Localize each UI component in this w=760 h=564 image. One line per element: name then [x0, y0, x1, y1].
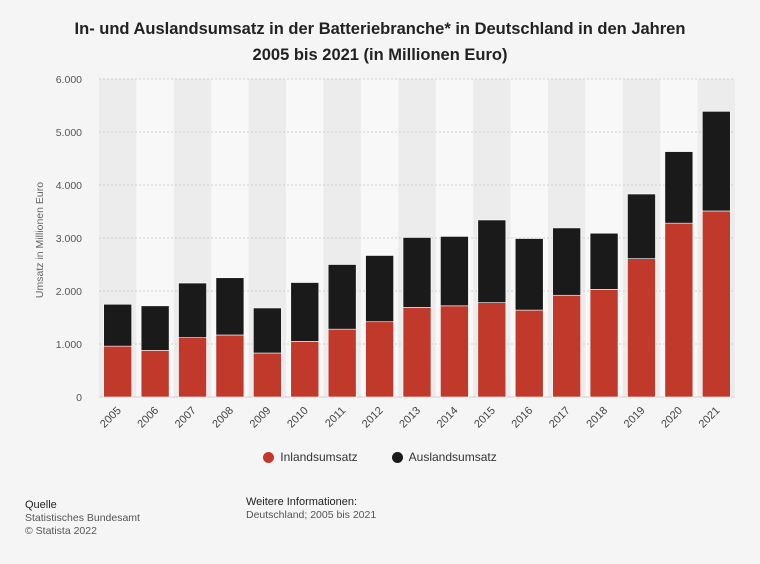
bar-ausland[interactable]	[664, 151, 694, 224]
bar-ausland[interactable]	[627, 193, 656, 259]
bar-inland[interactable]	[589, 289, 619, 398]
x-tick-label: 2013	[397, 405, 423, 431]
x-tick-label: 2006	[135, 405, 161, 431]
x-tick-label: 2007	[173, 405, 199, 431]
bar-inland[interactable]	[440, 305, 469, 398]
y-axis-label: Umsatz in Millionen Euro	[34, 182, 46, 298]
bar-ausland[interactable]	[514, 238, 544, 311]
x-tick-label: 2014	[435, 405, 461, 431]
x-tick-label: 2015	[472, 405, 498, 431]
bar-inland[interactable]	[365, 321, 394, 398]
bar-ausland[interactable]	[477, 219, 507, 303]
bar-inland[interactable]	[253, 352, 282, 398]
bar-ausland[interactable]	[552, 227, 581, 296]
bar-ausland[interactable]	[103, 303, 133, 347]
x-tick-label: 2008	[210, 405, 236, 431]
bar-inland[interactable]	[290, 341, 320, 398]
bar-ausland[interactable]	[253, 307, 282, 354]
x-tick-label: 2017	[547, 405, 573, 431]
bar-ausland[interactable]	[327, 264, 357, 330]
bar-inland[interactable]	[178, 337, 207, 398]
info-text: Deutschland; 2005 bis 2021	[246, 509, 377, 521]
bar-ausland[interactable]	[140, 305, 170, 351]
bar-inland[interactable]	[701, 210, 731, 398]
bar-ausland[interactable]	[440, 236, 469, 307]
bar-inland[interactable]	[477, 302, 507, 398]
bar-inland[interactable]	[514, 309, 544, 398]
y-tick-label: 5.000	[56, 127, 82, 139]
chart-title: In- und Auslandsumsatz in der Batteriebr…	[0, 16, 760, 68]
bar-inland[interactable]	[103, 345, 133, 398]
bar-inland[interactable]	[552, 294, 581, 398]
bar-inland[interactable]	[402, 307, 432, 398]
bar-ausland[interactable]	[402, 237, 432, 308]
legend-inland-marker	[263, 451, 275, 463]
x-tick-label: 2009	[248, 405, 274, 431]
x-tick-label: 2018	[584, 405, 610, 431]
bar-inland[interactable]	[140, 350, 170, 398]
source-block: Quelle Statistisches Bundesamt © Statist…	[25, 499, 140, 538]
bar-ausland[interactable]	[589, 232, 619, 290]
x-tick-label: 2016	[510, 405, 536, 431]
bar-inland[interactable]	[627, 258, 656, 398]
y-tick-label: 6.000	[56, 74, 82, 86]
x-tick-label: 2010	[285, 405, 311, 431]
legend-ausland-label: Auslandsumsatz	[408, 450, 497, 464]
bar-ausland[interactable]	[215, 277, 245, 336]
y-tick-label: 1.000	[56, 339, 82, 351]
x-tick-label: 2005	[98, 405, 124, 431]
legend-item-ausland[interactable]: Auslandsumsatz	[391, 450, 497, 464]
bar-inland[interactable]	[215, 334, 245, 398]
bar-ausland[interactable]	[701, 111, 731, 212]
copyright: © Statista 2022	[25, 525, 97, 537]
x-tick-label: 2011	[323, 405, 348, 430]
source-header: Quelle	[25, 499, 57, 511]
chart-title-line2: 2005 bis 2021 (in Millionen Euro)	[252, 46, 508, 64]
y-tick-label: 0	[76, 392, 82, 404]
legend-inland-label: Inlandsumsatz	[280, 450, 358, 464]
y-tick-label: 4.000	[56, 180, 82, 192]
x-tick-label: 2020	[659, 405, 685, 431]
legend-item-inland[interactable]: Inlandsumsatz	[263, 450, 358, 464]
info-block: Weitere Informationen: Deutschland; 2005…	[246, 496, 376, 522]
x-tick-label: 2021	[697, 405, 723, 431]
chart-title-line1: In- und Auslandsumsatz in der Batteriebr…	[74, 20, 686, 38]
info-header[interactable]: Weitere Informationen:	[246, 496, 358, 508]
source-name[interactable]: Statistisches Bundesamt	[25, 512, 140, 524]
bar-inland[interactable]	[664, 222, 694, 398]
legend: Inlandsumsatz Auslandsumsatz	[0, 450, 760, 464]
bar-ausland[interactable]	[365, 255, 394, 323]
y-tick-label: 3.000	[56, 233, 82, 245]
bar-ausland[interactable]	[178, 282, 207, 338]
legend-ausland-marker	[391, 451, 403, 463]
y-tick-label: 2.000	[56, 286, 82, 298]
x-tick-label: 2012	[360, 405, 386, 431]
bar-ausland[interactable]	[290, 282, 320, 342]
x-tick-label: 2019	[622, 405, 648, 431]
bar-inland[interactable]	[327, 328, 357, 398]
